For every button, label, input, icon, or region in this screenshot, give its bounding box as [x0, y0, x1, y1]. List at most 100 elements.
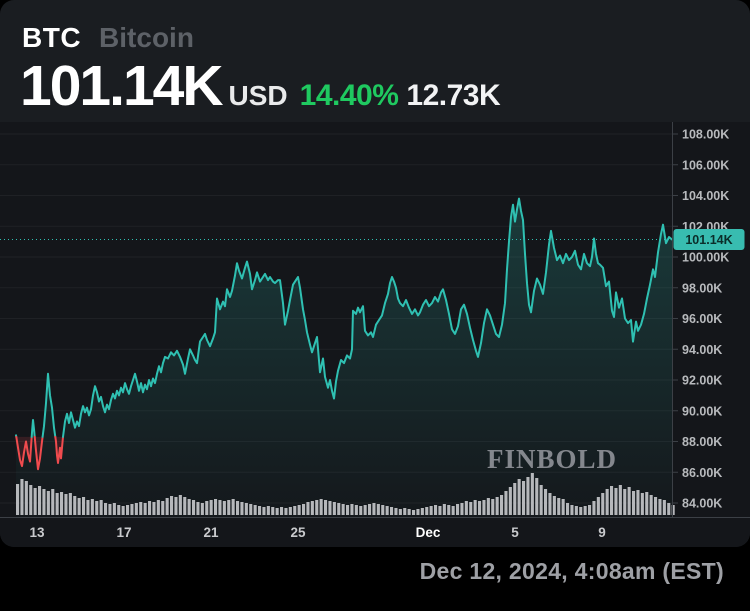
volume-bar — [108, 504, 112, 515]
volume-bar — [156, 500, 160, 515]
volume-bar — [513, 483, 517, 515]
volume-bar — [244, 503, 248, 515]
volume-bar — [126, 505, 130, 515]
volume-bar — [262, 507, 266, 515]
y-axis-label: 84.00K — [682, 497, 722, 511]
volume-bar — [645, 492, 649, 515]
x-axis-label: 25 — [290, 525, 306, 540]
volume-bar — [130, 504, 134, 515]
volume-bar — [112, 503, 116, 515]
volume-bar — [566, 503, 570, 515]
volume-bar — [464, 501, 468, 515]
volume-bar — [341, 504, 345, 515]
volume-bar — [390, 507, 394, 515]
volume-bar — [561, 499, 565, 515]
volume-bar — [504, 491, 508, 515]
volume-bar — [60, 492, 64, 515]
volume-bar — [429, 506, 433, 515]
y-axis-label: 88.00K — [682, 435, 722, 449]
volume-bar — [51, 489, 55, 515]
price-line-teal-segment — [62, 197, 673, 438]
volume-bar — [271, 507, 275, 515]
volume-bar — [99, 500, 103, 515]
volume-bar — [170, 496, 174, 515]
y-axis-price-scale[interactable]: 84.00K 86.00K 88.00K 90.00K 92.00K 94.00K 96.0… — [672, 128, 729, 511]
volume-bar — [420, 508, 424, 515]
current-price-value: 101.14K — [20, 54, 224, 118]
volume-bar — [491, 499, 495, 515]
y-axis-label: 98.00K — [682, 281, 722, 295]
volume-bar — [442, 504, 446, 515]
volume-bar — [623, 489, 627, 515]
volume-bar — [346, 505, 350, 515]
price-chart[interactable]: 84.00K 86.00K 88.00K 90.00K 92.00K 94.00K 96.0… — [0, 0, 750, 547]
volume-bar — [258, 506, 262, 515]
volume-bar — [42, 489, 46, 515]
volume-bar — [328, 501, 332, 515]
volume-bar — [209, 500, 213, 515]
y-axis-label: 106.00K — [682, 158, 729, 172]
volume-bar — [372, 503, 376, 515]
volume-bar — [148, 501, 152, 515]
currency-label: USD — [228, 80, 288, 111]
volume-bar — [592, 501, 596, 515]
volume-bar — [222, 501, 226, 515]
volume-bar — [231, 499, 235, 515]
volume-bar — [77, 498, 81, 515]
volume-bar — [253, 505, 257, 515]
chart-card: BTC Bitcoin 101.14K USD 14.40% 12.73K 84… — [0, 0, 750, 547]
volume-bar — [293, 506, 297, 515]
volume-bar — [526, 477, 530, 515]
volume-bar — [46, 491, 50, 515]
volume-bar — [649, 495, 653, 515]
volume-bar — [297, 505, 301, 515]
price-line — [15, 197, 673, 471]
volume-bar — [20, 479, 24, 515]
volume-bar — [403, 508, 407, 515]
volume-bar — [196, 502, 200, 515]
y-axis-label: 86.00K — [682, 466, 722, 480]
volume-bar — [315, 500, 319, 515]
y-axis-label: 92.00K — [682, 374, 722, 388]
price-line-red-segment — [54, 435, 64, 464]
volume-bar — [530, 473, 534, 515]
volume-bar — [517, 479, 521, 515]
volume-bar — [174, 497, 178, 515]
y-axis-label: 100.00K — [682, 251, 729, 265]
volume-bar — [614, 488, 618, 515]
chart-header: BTC Bitcoin 101.14K USD 14.40% 12.73K — [0, 0, 750, 122]
volume-bar — [363, 505, 367, 515]
volume-bar — [583, 506, 587, 515]
volume-bar — [178, 495, 182, 515]
volume-bar — [240, 502, 244, 515]
volume-bar — [332, 502, 336, 515]
x-axis-time-scale[interactable]: 13 17 21 25 Dec 5 9 — [29, 525, 605, 540]
price-line-red-segment — [33, 435, 44, 471]
price-line-teal-segment — [41, 372, 57, 438]
volume-bar — [610, 486, 614, 515]
volume-bar — [438, 506, 442, 515]
volume-bar — [495, 497, 499, 515]
volume-bar — [570, 505, 574, 515]
volume-bar — [601, 493, 605, 515]
volume-bar — [143, 503, 147, 515]
current-price-tag: 101.14K — [673, 228, 745, 250]
volume-bar — [350, 504, 354, 515]
x-axis-label: 17 — [116, 525, 131, 540]
volume-bar — [90, 499, 94, 515]
volume-bar — [161, 501, 165, 515]
x-axis-label: Dec — [416, 525, 441, 540]
volume-bar — [227, 500, 231, 515]
volume-bar — [33, 488, 37, 515]
volume-bar — [425, 507, 429, 515]
price-line-red-segment — [15, 435, 33, 468]
volume-bar — [288, 507, 292, 515]
teal-area — [16, 198, 672, 517]
volume-bar — [451, 506, 455, 515]
x-axis-label: 9 — [598, 525, 606, 540]
price-change-percent: 14.40% — [299, 79, 399, 112]
volume-bar — [324, 500, 328, 515]
volume-bar — [82, 497, 86, 515]
volume-bar — [574, 506, 578, 515]
